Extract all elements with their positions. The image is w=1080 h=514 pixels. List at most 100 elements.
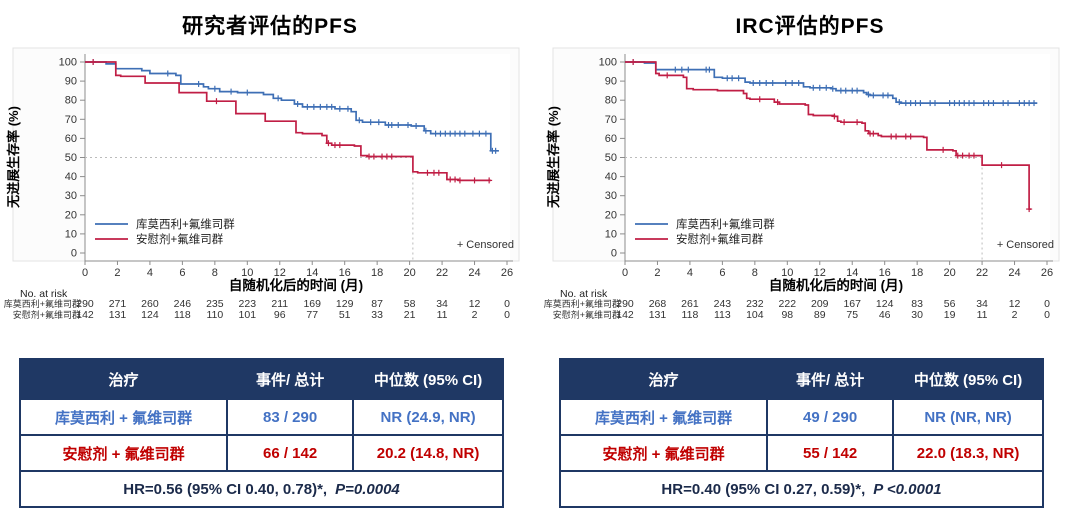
y-tick-label: 50 [65, 152, 77, 164]
risk-value: 75 [846, 309, 858, 321]
summary-header-median: 中位数 (95% CI) [352, 358, 504, 400]
events-total-value: 66 / 142 [226, 434, 355, 472]
page-title: IRC评估的PFS [735, 15, 885, 38]
summary-header-events: 事件/ 总计 [226, 358, 355, 400]
risk-value: 12 [1009, 298, 1021, 310]
risk-value: 271 [109, 298, 127, 310]
risk-value: 87 [371, 298, 383, 310]
legend-label: 安慰剂+氟维司群 [136, 232, 224, 246]
x-tick-label: 6 [179, 267, 185, 279]
p-value-text: P <0.0001 [873, 480, 942, 498]
hr-text: HR=0.40 (95% CI 0.27, 0.59)*, [661, 480, 866, 498]
x-tick-label: 20 [403, 267, 415, 279]
risk-value: 246 [174, 298, 192, 310]
y-tick-label: 80 [605, 95, 617, 107]
x-tick-label: 10 [241, 267, 253, 279]
risk-value: 124 [141, 309, 159, 321]
x-tick-label: 8 [752, 267, 758, 279]
x-tick-label: 2 [114, 267, 120, 279]
y-tick-label: 80 [65, 95, 77, 107]
risk-value: 223 [239, 298, 257, 310]
risk-value: 124 [876, 298, 894, 310]
y-tick-label: 10 [65, 228, 77, 240]
summary-header-row: 治疗 事件/ 总计 中位数 (95% CI) [558, 358, 1044, 400]
y-tick-label: 60 [605, 133, 617, 145]
median-ci-value: 22.0 (18.3, NR) [892, 434, 1044, 472]
risk-value: 96 [274, 309, 286, 321]
risk-value: 290 [76, 298, 94, 310]
x-tick-label: 14 [846, 267, 858, 279]
table-row: 安慰剂 + 氟维司群 55 / 142 22.0 (18.3, NR) [558, 434, 1044, 472]
table-row: HR=0.40 (95% CI 0.27, 0.59)*, P <0.0001 [559, 470, 1044, 508]
risk-row-label: 安慰剂+氟维司群 [13, 309, 81, 320]
risk-row-label: 库莫西利+氟维司群 [544, 298, 621, 309]
page-title: 研究者评估的PFS [182, 15, 358, 38]
risk-value: 83 [911, 298, 923, 310]
x-tick-label: 6 [719, 267, 725, 279]
y-tick-label: 0 [71, 248, 77, 260]
risk-value: 0 [1044, 298, 1050, 310]
risk-value: 169 [303, 298, 321, 310]
censored-label: + Censored [457, 239, 514, 251]
y-tick-label: 0 [611, 248, 617, 260]
x-axis-label: 自随机化后的时间 (月) [229, 277, 363, 293]
risk-value: 12 [469, 298, 481, 310]
x-tick-label: 24 [1008, 267, 1020, 279]
risk-value: 232 [746, 298, 764, 310]
y-axis-label: 无进展生存率 (%) [6, 106, 21, 209]
treatment-arm-label: 库莫西利 + 氟维司群 [558, 398, 769, 436]
x-tick-label: 12 [814, 267, 826, 279]
events-total-value: 55 / 142 [766, 434, 895, 472]
risk-value: 98 [781, 309, 793, 321]
risk-value: 261 [681, 298, 699, 310]
x-tick-label: 8 [212, 267, 218, 279]
risk-value: 243 [714, 298, 732, 310]
y-tick-label: 100 [59, 57, 77, 69]
x-tick-label: 26 [1041, 267, 1053, 279]
x-tick-label: 4 [147, 267, 153, 279]
risk-value: 118 [682, 309, 699, 321]
y-tick-label: 30 [65, 190, 77, 202]
risk-value: 34 [976, 298, 988, 310]
km-curve [85, 61, 491, 182]
treatment-arm-label: 安慰剂 + 氟维司群 [558, 434, 769, 472]
risk-row-label: 库莫西利+氟维司群 [4, 298, 81, 309]
summary-header-row: 治疗 事件/ 总计 中位数 (95% CI) [18, 358, 504, 400]
y-tick-label: 20 [65, 209, 77, 221]
risk-value: 58 [404, 298, 416, 310]
legend-label: 库莫西利+氟维司群 [676, 217, 775, 231]
risk-value: 77 [306, 309, 318, 321]
summary-table-irc: 治疗 事件/ 总计 中位数 (95% CI) 库莫西利 + 氟维司群 49 / … [558, 358, 1044, 508]
risk-value: 19 [944, 309, 956, 321]
y-tick-label: 70 [605, 114, 617, 126]
risk-value: 46 [879, 309, 891, 321]
risk-value: 30 [911, 309, 923, 321]
y-tick-label: 90 [605, 76, 617, 88]
events-total-value: 83 / 290 [226, 398, 355, 436]
x-axis-label: 自随机化后的时间 (月) [769, 277, 903, 293]
risk-value: 209 [811, 298, 829, 310]
risk-value: 0 [1044, 309, 1050, 321]
risk-value: 118 [174, 309, 191, 321]
summary-header-events: 事件/ 总计 [766, 358, 895, 400]
x-tick-label: 18 [911, 267, 923, 279]
summary-header-treatment: 治疗 [558, 358, 769, 400]
risk-value: 2 [472, 309, 478, 321]
risk-value: 51 [339, 309, 351, 321]
risk-value: 34 [436, 298, 448, 310]
risk-table-heading: No. at risk [560, 288, 608, 300]
x-tick-label: 0 [82, 267, 88, 279]
y-tick-label: 10 [605, 228, 617, 240]
x-tick-label: 22 [976, 267, 988, 279]
x-tick-label: 22 [436, 267, 448, 279]
x-tick-label: 16 [879, 267, 891, 279]
risk-value: 11 [977, 309, 988, 321]
risk-value: 129 [336, 298, 354, 310]
hr-text: HR=0.56 (95% CI 0.40, 0.78)*, [123, 480, 328, 498]
risk-value: 268 [649, 298, 667, 310]
x-tick-label: 18 [371, 267, 383, 279]
table-row: 库莫西利 + 氟维司群 83 / 290 NR (24.9, NR) [18, 398, 504, 436]
risk-value: 33 [371, 309, 383, 321]
x-tick-label: 2 [654, 267, 660, 279]
